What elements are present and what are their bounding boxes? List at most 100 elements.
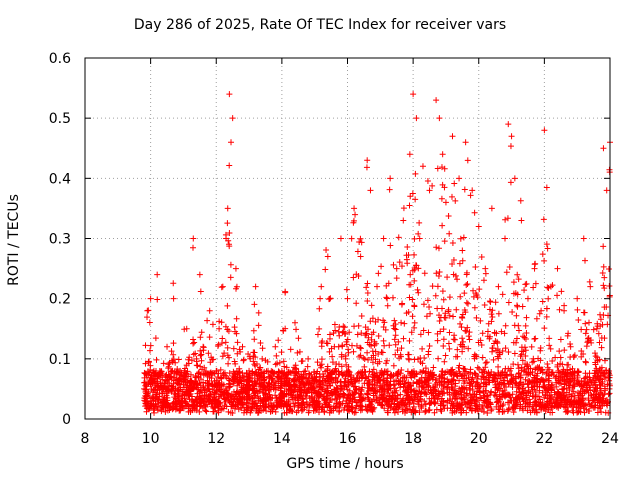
data-point [293,326,300,333]
data-point [198,351,205,358]
data-point [411,251,418,258]
data-point [250,390,257,397]
data-point [277,385,284,392]
data-point [361,363,368,370]
data-point [468,378,475,385]
data-point [491,378,498,385]
data-point [360,354,367,361]
data-point [450,377,457,384]
data-point-peak [357,253,364,260]
data-point-peak [229,115,236,122]
data-point [174,386,181,393]
data-point [190,351,197,358]
data-point [222,395,229,402]
data-point [532,335,539,342]
data-point [362,403,369,410]
data-point [441,238,448,245]
data-point [505,299,512,306]
data-point [235,389,242,396]
data-point [483,359,490,366]
data-point [482,270,489,277]
data-point [340,406,347,413]
data-point [343,286,350,293]
data-point [230,374,237,381]
data-point [434,330,441,337]
data-point [274,399,281,406]
data-point-peak [488,205,495,212]
data-point [322,266,329,273]
data-point [431,409,438,416]
data-point [176,392,183,399]
data-point [441,405,448,412]
y-tick-label: 0.6 [49,51,71,67]
data-point [217,391,224,398]
data-point [255,309,262,316]
data-point [176,397,183,404]
data-point [501,330,508,337]
data-point [596,402,603,409]
data-point [226,229,233,236]
data-point [312,376,319,383]
data-point [566,397,573,404]
data-point [391,400,398,407]
data-point [152,394,159,401]
data-point [280,403,287,410]
data-point [598,408,605,415]
data-point [197,382,204,389]
data-point [459,311,466,318]
data-point [495,363,502,370]
data-point [521,334,528,341]
data-point [504,215,511,222]
data-point [537,347,544,354]
data-point [363,284,370,291]
data-point [606,368,613,375]
data-point [378,263,385,270]
data-point [369,359,376,366]
data-point [466,336,473,343]
data-point [520,390,527,397]
data-point [401,409,408,416]
data-point [352,211,359,218]
data-point [445,212,452,219]
data-point [198,357,205,364]
data-point-peak [311,385,318,392]
data-point [232,375,239,382]
data-point [181,373,188,380]
data-point [498,328,505,335]
data-point [510,375,517,382]
data-point [230,368,237,375]
data-point [331,321,338,328]
data-point [365,356,372,363]
data-point [400,335,407,342]
data-point [532,389,539,396]
data-point [592,388,599,395]
data-point [444,397,451,404]
data-point [439,368,446,375]
data-point [604,381,611,388]
y-tick-label: 0.4 [49,171,71,187]
data-point [464,324,471,331]
data-point [557,395,564,402]
data-point [304,363,311,370]
data-point [289,387,296,394]
data-point [420,301,427,308]
data-point [232,360,239,367]
data-point [459,257,466,264]
data-point [320,371,327,378]
data-point [510,361,517,368]
data-point [430,372,437,379]
data-point [309,377,316,384]
data-point [260,406,267,413]
data-point [397,353,404,360]
data-point [372,318,379,325]
data-point [377,376,384,383]
data-point [260,404,267,411]
data-point [227,409,234,416]
data-point [312,407,319,414]
data-point [272,392,279,399]
data-point [461,389,468,396]
data-point [501,408,508,415]
data-point [458,407,465,414]
data-point [366,402,373,409]
data-point [521,287,528,294]
